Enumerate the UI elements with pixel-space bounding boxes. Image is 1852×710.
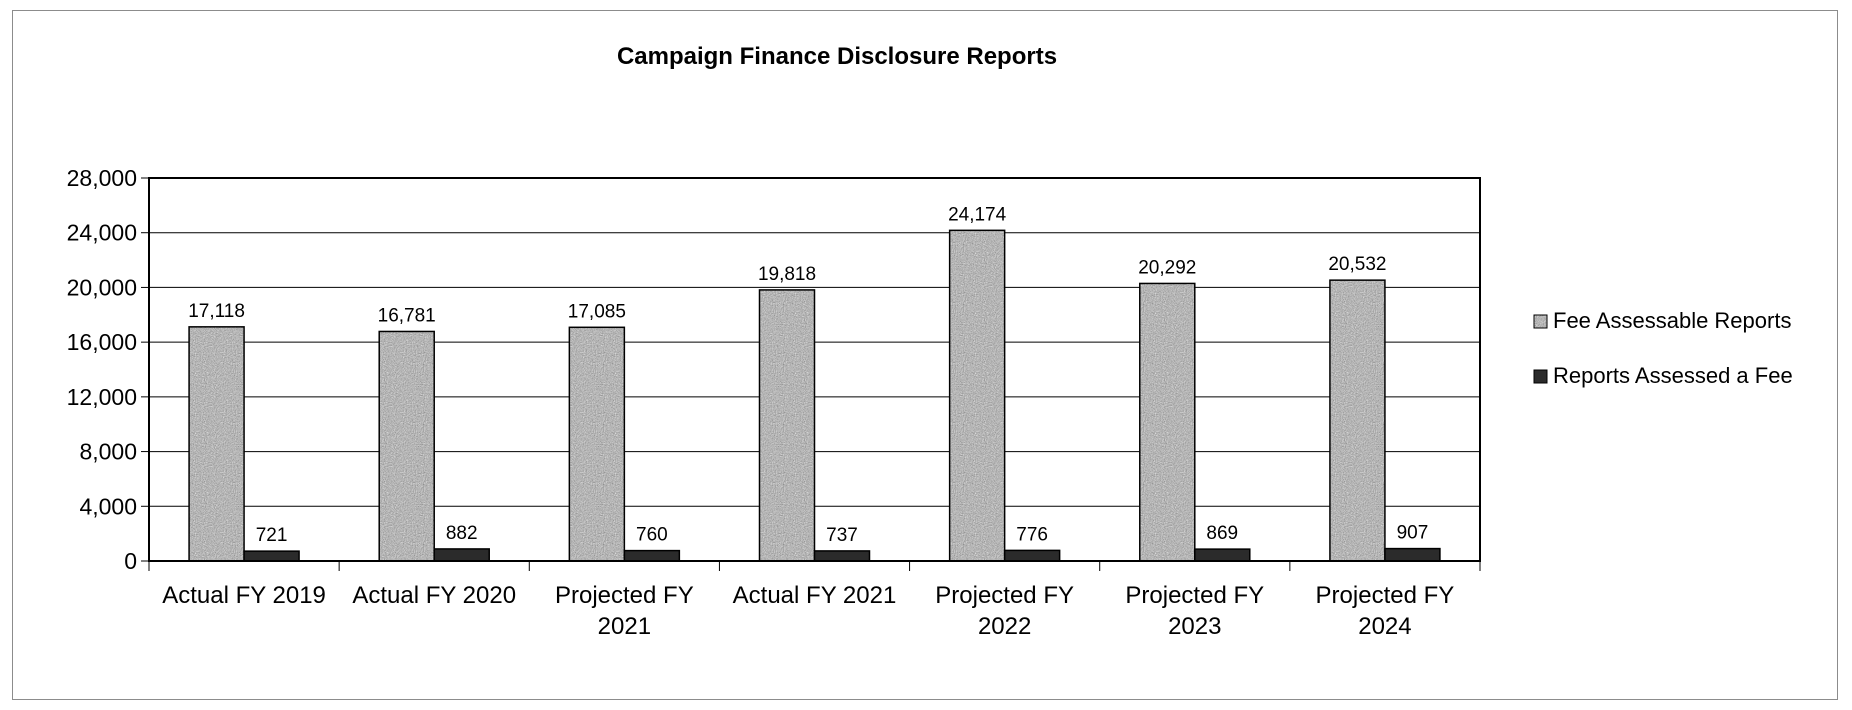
x-category-label: Actual FY 2019 [162, 582, 326, 609]
data-label-assessed-fee: 882 [446, 523, 478, 544]
data-label-fee-assessable: 16,781 [378, 305, 436, 326]
y-tick-label: 12,000 [67, 384, 137, 410]
bar-fee-assessable [758, 289, 816, 562]
bar-fee-assessable [1329, 279, 1386, 562]
bars [188, 229, 1441, 562]
x-category-label: Projected FY [935, 582, 1074, 609]
data-label-fee-assessable: 17,085 [568, 301, 626, 322]
x-category-label: Projected FY [555, 582, 694, 609]
bar-fee-assessable [948, 229, 1006, 562]
x-category-label: Actual FY 2020 [352, 582, 516, 609]
y-tick-label: 16,000 [67, 329, 137, 355]
data-label-assessed-fee: 776 [1016, 524, 1048, 545]
x-category-label: 2022 [978, 613, 1031, 640]
x-category-label: 2023 [1168, 613, 1221, 640]
data-label-assessed-fee: 907 [1397, 523, 1429, 544]
axes [141, 177, 1481, 571]
y-tick-label: 8,000 [79, 439, 137, 465]
data-label-fee-assessable: 20,532 [1328, 254, 1386, 275]
data-label-fee-assessable: 24,174 [948, 204, 1007, 225]
data-label-assessed-fee: 721 [256, 525, 288, 546]
chart-title: Campaign Finance Disclosure Reports [617, 43, 1057, 70]
x-category-label: 2021 [598, 613, 651, 640]
y-tick-label: 20,000 [67, 274, 137, 300]
x-category-label: 2024 [1358, 613, 1411, 640]
bar-assessed-fee [623, 549, 681, 562]
plot-area-border [148, 177, 1481, 562]
x-category-label: Actual FY 2021 [733, 582, 897, 609]
bar-fee-assessable [1139, 282, 1196, 562]
y-tick-label: 28,000 [67, 165, 137, 191]
legend-label-assessed-fee: Reports Assessed a Fee [1553, 363, 1793, 388]
legend-swatch-fee-assessable [1533, 314, 1548, 329]
data-label-fee-assessable: 17,118 [188, 301, 245, 322]
bar-assessed-fee [813, 550, 871, 562]
bar-assessed-fee [1194, 548, 1251, 562]
legend-swatch-assessed-fee [1533, 369, 1548, 384]
labels: 0 4,000 8,000 12,000 16,000 20,000 24,000 28,00… [67, 165, 1455, 640]
x-category-label: Projected FY [1125, 582, 1264, 609]
data-label-assessed-fee: 737 [826, 525, 858, 546]
data-label-fee-assessable: 20,292 [1138, 257, 1196, 278]
bar-assessed-fee [243, 550, 300, 562]
bar-assessed-fee [1384, 547, 1441, 562]
data-label-assessed-fee: 760 [636, 525, 668, 546]
y-tick-label: 4,000 [79, 493, 137, 519]
bar-assessed-fee [433, 548, 490, 562]
y-tick-label: 0 [124, 548, 137, 574]
x-category-label: Projected FY [1316, 582, 1455, 609]
chart-frame [12, 10, 1838, 700]
y-tick-label: 24,000 [67, 220, 137, 246]
bar-fee-assessable [568, 326, 626, 562]
data-label-assessed-fee: 869 [1206, 523, 1238, 544]
legend-label-fee-assessable: Fee Assessable Reports [1553, 308, 1791, 333]
legend: Fee Assessable Reports Reports Assessed a… [1533, 308, 1793, 388]
bar-fee-assessable [378, 330, 435, 562]
bar-fee-assessable [188, 326, 245, 562]
data-label-fee-assessable: 19,818 [758, 264, 816, 285]
bar-assessed-fee [1003, 549, 1061, 562]
